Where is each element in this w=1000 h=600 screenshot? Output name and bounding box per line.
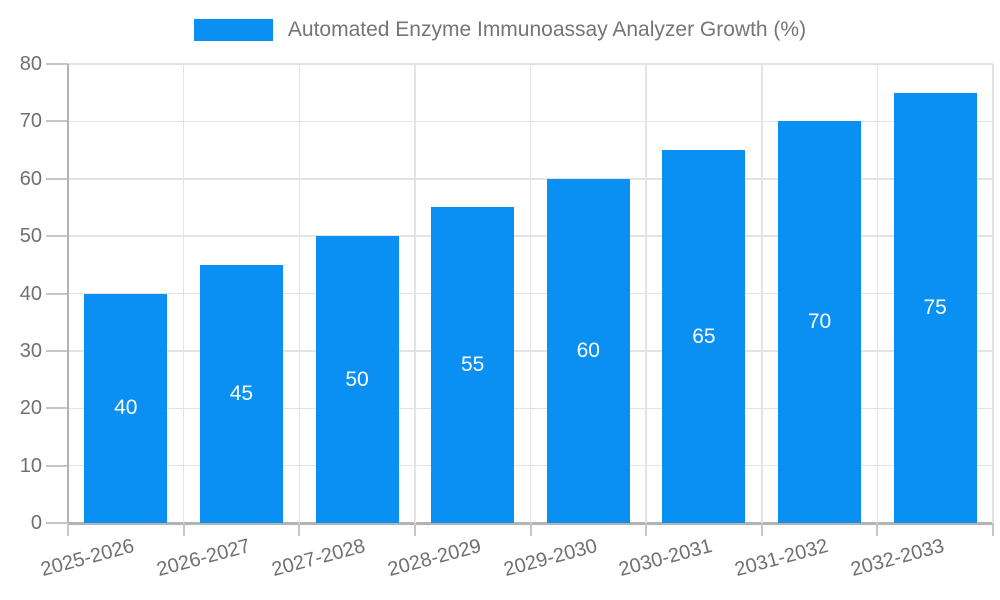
y-axis-tick xyxy=(46,120,68,123)
gridline-vertical xyxy=(645,64,647,523)
chart-legend: Automated Enzyme Immunoassay Analyzer Gr… xyxy=(0,17,1000,43)
y-axis-tick xyxy=(46,177,68,180)
y-axis-tick xyxy=(46,63,68,65)
x-axis-tick-label: 2032-2033 xyxy=(848,534,947,581)
y-axis-line xyxy=(67,64,69,523)
y-axis-tick-label: 10 xyxy=(19,454,42,477)
bar-value-label: 70 xyxy=(807,310,832,334)
gridline-vertical xyxy=(298,64,300,523)
y-axis-tick xyxy=(46,522,68,524)
x-axis-tick xyxy=(413,523,416,536)
bar-value-label: 60 xyxy=(576,338,600,362)
x-axis-tick xyxy=(760,523,763,536)
y-axis-tick xyxy=(46,349,68,352)
y-axis-tick xyxy=(46,407,68,410)
x-axis-tick xyxy=(645,523,648,536)
bar-2025-2026[interactable] xyxy=(84,293,168,523)
x-axis-tick xyxy=(182,523,185,536)
bar-value-label: 75 xyxy=(923,295,947,319)
bar-value-label: 45 xyxy=(229,381,254,405)
y-axis-tick-label: 0 xyxy=(30,512,42,534)
x-axis-tick xyxy=(529,523,532,536)
x-axis-tick-label: 2028-2029 xyxy=(385,534,484,581)
bar-value-label: 55 xyxy=(461,353,485,377)
y-axis-tick xyxy=(46,292,68,295)
gridline-vertical xyxy=(992,64,994,523)
legend-label[interactable]: Automated Enzyme Immunoassay Analyzer Gr… xyxy=(287,18,807,41)
y-axis-tick-label: 50 xyxy=(19,225,42,248)
gridline-vertical xyxy=(876,64,879,523)
x-axis-tick xyxy=(67,523,69,536)
y-axis-tick-label: 70 xyxy=(19,110,42,133)
x-axis-tick-label: 2025-2026 xyxy=(38,534,137,581)
bar-2029-2030[interactable] xyxy=(546,178,630,523)
bar-2031-2032[interactable] xyxy=(778,121,862,523)
gridline-vertical xyxy=(529,64,532,523)
bar-2032-2033[interactable] xyxy=(893,92,977,523)
x-axis-tick xyxy=(298,523,301,536)
y-axis-tick-label: 40 xyxy=(19,282,42,305)
x-axis-tick-label: 2029-2030 xyxy=(501,534,600,581)
bar-2027-2028[interactable] xyxy=(315,236,399,523)
y-axis-tick-label: 30 xyxy=(19,339,42,362)
legend-swatch[interactable] xyxy=(193,19,273,41)
y-axis-tick-label: 60 xyxy=(19,167,42,190)
gridline-vertical xyxy=(182,64,185,523)
x-axis-tick-label: 2031-2032 xyxy=(732,534,831,581)
x-axis-tick-label: 2026-2027 xyxy=(154,534,253,581)
x-axis-tick xyxy=(876,523,879,536)
bar-value-label: 40 xyxy=(114,396,138,420)
x-axis-tick xyxy=(992,523,994,536)
y-axis-tick xyxy=(46,464,68,467)
y-axis-tick xyxy=(46,235,68,238)
bar-value-label: 65 xyxy=(692,324,716,348)
bar-2028-2029[interactable] xyxy=(431,207,515,523)
gridline-vertical xyxy=(761,64,763,523)
gridline-vertical xyxy=(414,64,416,523)
bar-value-label: 50 xyxy=(345,367,369,391)
y-axis-tick-label: 20 xyxy=(19,397,42,420)
y-axis-tick-label: 80 xyxy=(19,53,42,75)
x-axis-tick-label: 2030-2031 xyxy=(616,534,715,581)
bar-2030-2031[interactable] xyxy=(662,150,746,523)
bar-2026-2027[interactable] xyxy=(199,264,283,523)
x-axis-tick-label: 2027-2028 xyxy=(269,534,369,581)
